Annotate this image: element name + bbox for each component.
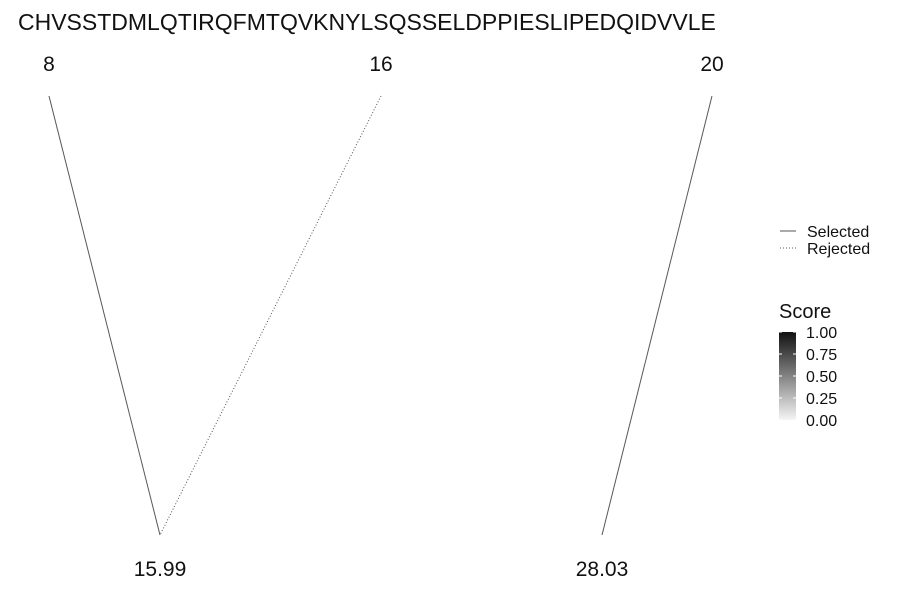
- top-position-label: 20: [700, 53, 723, 76]
- top-position-label: 16: [369, 53, 392, 76]
- bottom-mass-labels: 15.99 28.03: [134, 558, 629, 581]
- bottom-mass-label: 28.03: [576, 558, 629, 581]
- top-position-label: 8: [43, 53, 55, 76]
- link-line-rejected: [159, 95, 382, 536]
- link-line-selected: [48, 95, 161, 536]
- legend-selected-label: Selected: [807, 224, 869, 241]
- legend-rejected-label: Rejected: [807, 241, 870, 258]
- bottom-mass-label: 15.99: [134, 558, 187, 581]
- score-tick-label: 0.25: [806, 391, 837, 408]
- score-legend-title: Score: [779, 301, 831, 323]
- score-tick-label: 1.00: [806, 325, 837, 342]
- score-tick-label: 0.00: [806, 413, 837, 430]
- score-legend: Score 1.00 0.75 0.50 0.25 0.00: [779, 301, 837, 430]
- links-layer: [48, 95, 713, 536]
- sequence-text: CHVSSTDMLQTIRQFMTQVKNYLSQSSELDPPIESLIPED…: [18, 9, 716, 35]
- score-colorbar: [779, 332, 796, 420]
- link-line-selected: [601, 95, 713, 536]
- score-ticks: 1.00 0.75 0.50 0.25 0.00: [779, 325, 837, 430]
- top-position-labels: 8 16 20: [43, 53, 724, 76]
- linetype-legend: Selected Rejected: [780, 224, 870, 258]
- score-tick-label: 0.75: [806, 347, 837, 364]
- score-tick-label: 0.50: [806, 369, 837, 386]
